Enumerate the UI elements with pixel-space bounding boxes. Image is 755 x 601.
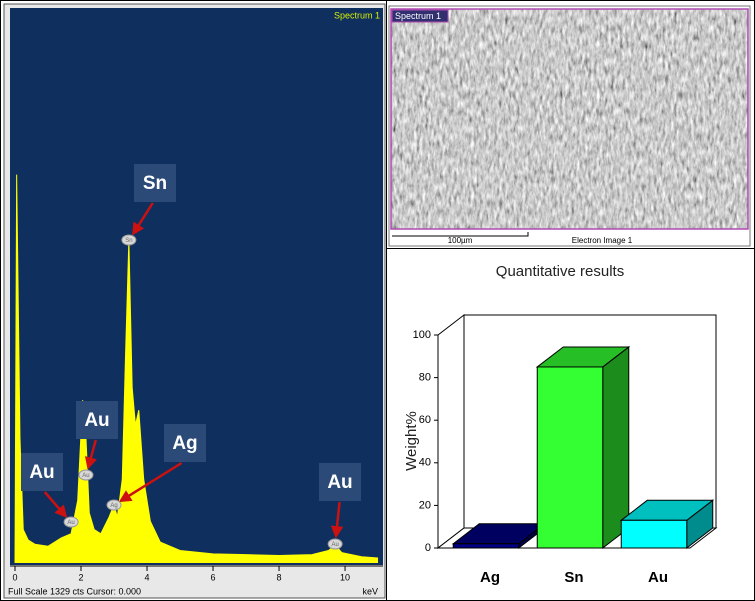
x-tick-label: 8 — [277, 572, 282, 582]
image-tag: Spectrum 1 — [395, 11, 441, 21]
y-tick-label: 60 — [419, 414, 431, 426]
spectrum-tag: Spectrum 1 — [334, 10, 380, 20]
x-tick-label: 2 — [79, 572, 84, 582]
x-tick-label: 10 — [340, 572, 350, 582]
annotation-label: Au — [84, 410, 109, 431]
x-tick-label: Ag — [480, 569, 500, 586]
bar — [621, 520, 687, 548]
peak-marker-label: Au — [67, 520, 74, 526]
footer: Full Scale 1329 cts Cursor: 0.000 — [8, 586, 141, 596]
x-tick-label: Au — [648, 569, 668, 586]
annotation-label: Au — [327, 472, 352, 493]
y-tick-label: 0 — [425, 542, 431, 554]
peak-marker-label: Au — [331, 542, 338, 548]
image-caption: Electron Image 1 — [572, 236, 633, 245]
y-axis-label: Weight% — [403, 411, 420, 471]
bar-chart-title: Quantitative results — [496, 263, 624, 280]
x-tick-label: 4 — [145, 572, 150, 582]
side-wall — [438, 315, 464, 548]
y-tick-label: 20 — [419, 499, 431, 511]
scale-bar-label: 100µm — [448, 236, 473, 245]
x-tick-label: Sn — [564, 569, 583, 586]
sem-image — [391, 9, 748, 229]
y-tick-label: 100 — [413, 329, 431, 341]
x-tick-label: 0 — [12, 572, 17, 582]
bar — [453, 544, 519, 548]
peak-marker-label: Au — [82, 473, 89, 479]
peak-marker-label: Sn — [125, 238, 132, 244]
y-tick-label: 40 — [419, 457, 431, 469]
x-axis-label: keV — [362, 586, 378, 596]
figure: Spectrum 1 Full Scale 1329 cts Cursor: 0… — [0, 0, 755, 601]
annotation-label: Sn — [143, 173, 167, 194]
y-tick-label: 80 — [419, 372, 431, 384]
annotation-label: Au — [29, 462, 54, 483]
bar — [537, 367, 603, 548]
annotation-label: Ag — [172, 433, 197, 454]
x-tick-label: 6 — [211, 572, 216, 582]
peak-marker-label: Ag — [110, 503, 117, 509]
